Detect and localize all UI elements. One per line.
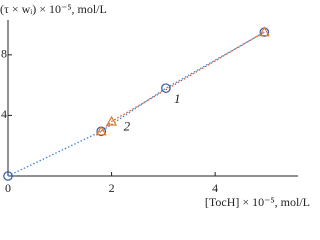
x-tick-label: 4 xyxy=(212,181,218,195)
x-tick-label: 2 xyxy=(109,181,115,195)
fit-line xyxy=(7,31,265,177)
y-tick-label: 4 xyxy=(1,107,7,121)
fit-line xyxy=(100,31,265,132)
series-label: 2 xyxy=(124,118,131,133)
point xyxy=(258,26,270,37)
x-tick-label: 0 xyxy=(5,181,11,195)
point xyxy=(161,83,171,93)
point xyxy=(95,125,107,136)
point xyxy=(3,171,13,181)
point xyxy=(106,115,118,126)
y-tick-label: 8 xyxy=(1,47,7,61)
page: {"chart_data": {"type": "scatter", "y_la… xyxy=(0,1,310,209)
y-axis-label: (τ × wᵢ) × 10⁻⁵, mol/L xyxy=(0,2,107,16)
chart: (τ × wᵢ) × 10⁻⁵, mol/L [TocH] × 10⁻⁵, mo… xyxy=(0,2,310,209)
x-axis-label: [TocH] × 10⁻⁵, mol/L xyxy=(205,195,310,209)
series-label: 1 xyxy=(174,91,181,106)
